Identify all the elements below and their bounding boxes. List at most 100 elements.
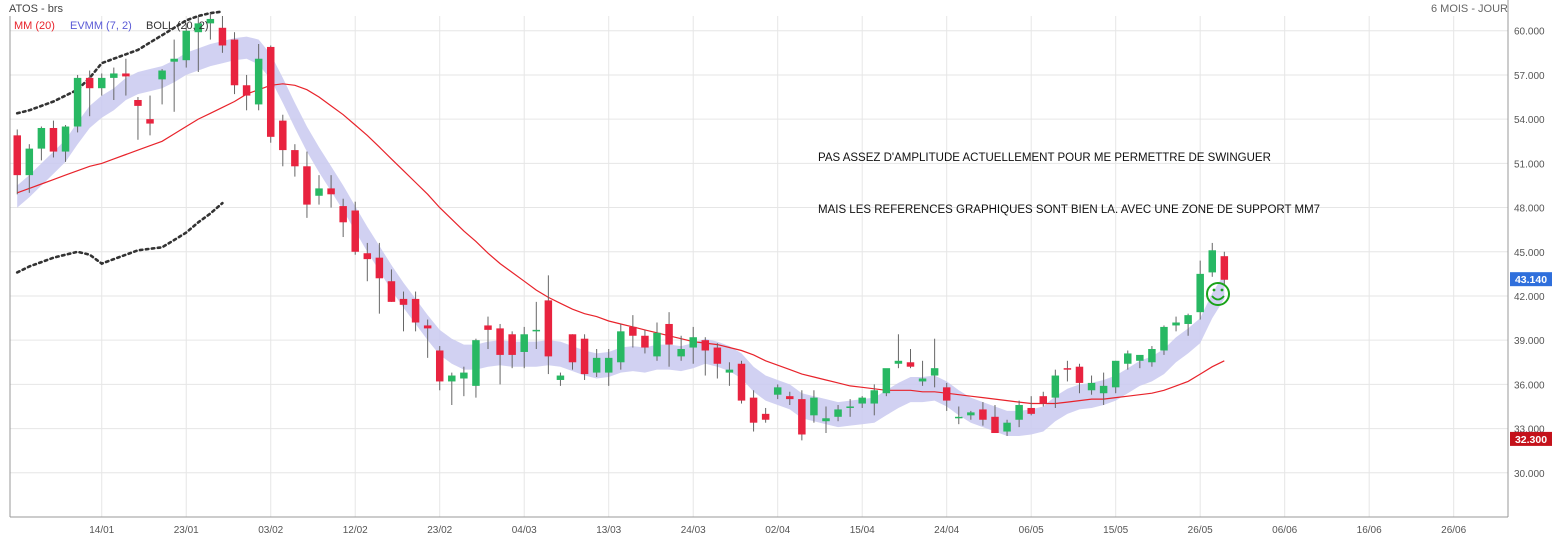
candle xyxy=(773,384,782,400)
candle-body xyxy=(242,85,251,96)
candle xyxy=(1148,346,1156,367)
y-tick-label: 48.000 xyxy=(1514,204,1545,215)
annotation-line-2: MAIS LES REFERENCES GRAPHIQUES SONT BIEN… xyxy=(818,204,1320,216)
candle xyxy=(182,23,190,68)
candle xyxy=(315,175,323,205)
candle xyxy=(279,114,287,167)
candle-body xyxy=(1075,366,1084,383)
candle-body xyxy=(25,148,34,176)
candle-body xyxy=(146,119,154,124)
x-tick-label: 26/06 xyxy=(1441,525,1466,536)
legend-ma20: MM (20) xyxy=(14,20,55,32)
candle xyxy=(1039,391,1048,407)
candle xyxy=(170,39,178,112)
candle-body xyxy=(1196,273,1204,313)
candle-body xyxy=(327,188,335,195)
candle xyxy=(930,338,939,388)
candle xyxy=(339,198,347,238)
candle-body xyxy=(749,397,758,423)
x-tick-label: 02/04 xyxy=(765,525,790,536)
candle xyxy=(363,242,372,282)
symbol-title: ATOS - brs xyxy=(9,3,63,15)
candle xyxy=(822,406,830,434)
bollinger-lower xyxy=(15,201,224,274)
candle-body xyxy=(689,337,697,348)
period-label: 6 MOIS - JOUR xyxy=(1431,3,1508,15)
candle xyxy=(351,201,359,255)
candle-body xyxy=(1039,396,1048,404)
candle-body xyxy=(979,409,987,420)
candle xyxy=(97,73,106,96)
candle xyxy=(411,291,420,332)
candle-body xyxy=(1172,322,1180,326)
candle-body xyxy=(725,369,734,373)
candle-body xyxy=(508,334,516,355)
candle-body xyxy=(230,39,239,86)
candle-body xyxy=(798,399,806,435)
candle xyxy=(122,58,130,96)
candle-body xyxy=(882,368,891,394)
candle-body xyxy=(1148,349,1156,363)
candle-body xyxy=(629,326,637,336)
candle xyxy=(206,13,215,40)
candle xyxy=(291,144,299,177)
candle xyxy=(520,326,528,369)
candle-body xyxy=(303,166,311,205)
candle-body xyxy=(1051,375,1060,398)
candle xyxy=(49,120,58,158)
candle-body xyxy=(472,340,480,386)
candle-body xyxy=(254,58,263,105)
candle-body xyxy=(122,73,130,77)
candle-body xyxy=(194,23,203,33)
candle xyxy=(592,349,601,378)
low-price-badge: 32.300 xyxy=(1510,431,1552,446)
candle xyxy=(798,390,806,441)
candle xyxy=(1208,242,1217,277)
x-tick-label: 03/02 xyxy=(258,525,283,536)
candle-body xyxy=(906,362,915,367)
candle-body xyxy=(387,281,396,302)
candle-body xyxy=(206,18,215,24)
candle xyxy=(870,384,879,416)
x-tick-label: 24/03 xyxy=(681,525,706,536)
legend-evmm: EVMM (7, 2) xyxy=(70,20,132,32)
bollinger-bands xyxy=(15,10,224,274)
candle xyxy=(544,275,553,375)
candle xyxy=(1027,396,1035,416)
candle xyxy=(955,406,963,425)
candle xyxy=(641,329,649,354)
candle-body xyxy=(870,390,879,404)
candle-body xyxy=(604,357,613,373)
candle-body xyxy=(653,332,661,357)
candle xyxy=(556,372,565,386)
low-price-label: 32.300 xyxy=(1515,434,1547,446)
candle xyxy=(218,16,227,53)
candle xyxy=(1015,400,1023,428)
candle-body xyxy=(1124,353,1132,364)
candle-body xyxy=(532,329,541,332)
candle xyxy=(1087,375,1096,395)
candle xyxy=(1099,372,1108,406)
x-tick-label: 04/03 xyxy=(512,525,537,536)
candle-body xyxy=(279,120,287,151)
candle-body xyxy=(834,409,842,417)
y-tick-label: 54.000 xyxy=(1514,115,1545,126)
axes: 30.000 33.000 36.000 39.000 42.000 45.000 48.0… xyxy=(9,0,1545,536)
candle-body xyxy=(448,375,456,382)
candle xyxy=(1124,350,1132,370)
candle-body xyxy=(592,357,601,373)
candle-body xyxy=(37,127,46,149)
candle-body xyxy=(182,30,190,61)
candle-body xyxy=(991,416,999,434)
x-tick-label: 12/02 xyxy=(343,525,368,536)
candle-body xyxy=(568,334,577,363)
candle-body xyxy=(363,253,372,260)
candle xyxy=(423,319,432,358)
annotation-line-1: PAS ASSEZ D'AMPLITUDE ACTUELLEMENT POUR … xyxy=(818,152,1271,164)
candle xyxy=(629,315,637,348)
candle-body xyxy=(315,188,323,196)
candle-body xyxy=(737,363,746,401)
candle-body xyxy=(665,323,673,345)
x-tick-label: 23/02 xyxy=(427,525,452,536)
candle-body xyxy=(967,412,975,416)
